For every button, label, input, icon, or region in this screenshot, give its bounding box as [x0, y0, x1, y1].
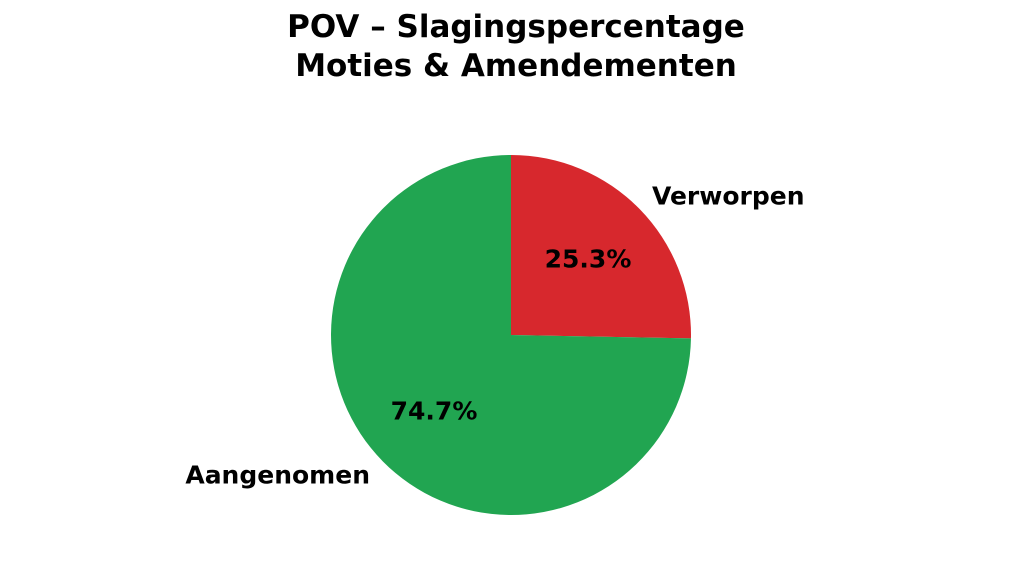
pie-slice-verworpen — [511, 155, 691, 339]
slice-percent-verworpen: 25.3% — [544, 244, 632, 274]
pie-chart — [331, 155, 691, 515]
chart-title: POV – Slagingspercentage Moties & Amende… — [287, 9, 745, 84]
pie-chart-svg — [331, 155, 691, 515]
slice-percent-aangenomen: 74.7% — [390, 396, 478, 426]
slice-label-verworpen: Verworpen — [652, 181, 805, 211]
slice-label-aangenomen: Aangenomen — [185, 460, 370, 490]
pie-slice-aangenomen — [331, 155, 691, 515]
